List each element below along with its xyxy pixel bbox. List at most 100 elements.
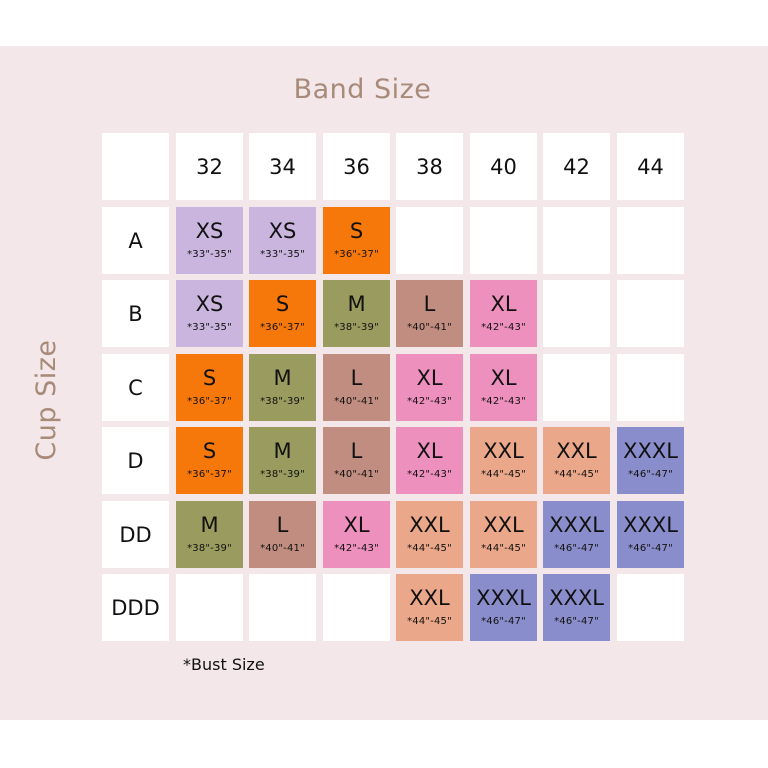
size-cell: XS *33"-35" (249, 207, 316, 274)
size-label: M (347, 292, 366, 316)
bust-range: *46"-47" (481, 616, 526, 627)
size-label: S (202, 439, 217, 463)
cup-size-header-a: A (102, 207, 169, 274)
bust-range: *46"-47" (554, 543, 599, 554)
size-cell: S *36"-37" (176, 354, 243, 421)
bust-range: *44"-45" (554, 469, 599, 480)
band-size-header-34: 34 (249, 133, 316, 200)
size-label: XS (195, 219, 224, 243)
bust-range: *36"-37" (334, 249, 379, 260)
size-label: XXL (483, 513, 524, 537)
size-cell: L *40"-41" (396, 280, 463, 347)
size-cell: L *40"-41" (249, 501, 316, 568)
empty-cell (543, 280, 610, 347)
size-cell: L *40"-41" (323, 354, 390, 421)
size-label: L (350, 439, 363, 463)
bust-range: *38"-39" (187, 543, 232, 554)
bust-range: *44"-45" (407, 616, 452, 627)
size-cell: S *36"-37" (176, 427, 243, 494)
size-cell: XXXL *46"-47" (543, 501, 610, 568)
bust-range: *42"-43" (334, 543, 379, 554)
size-cell: XS *33"-35" (176, 207, 243, 274)
size-cell: XXL *44"-45" (470, 501, 537, 568)
bust-range: *38"-39" (334, 322, 379, 333)
size-cell: XXXL *46"-47" (617, 501, 684, 568)
size-cell: XXXL *46"-47" (617, 427, 684, 494)
size-label: S (202, 366, 217, 390)
bust-range: *42"-43" (407, 396, 452, 407)
cup-size-title: Cup Size (31, 339, 62, 461)
size-cell: M *38"-39" (249, 427, 316, 494)
empty-cell (249, 574, 316, 641)
bust-range: *46"-47" (628, 469, 673, 480)
size-label: XL (416, 439, 443, 463)
cup-size-header-ddd: DDD (102, 574, 169, 641)
bust-range: *40"-41" (260, 543, 305, 554)
band-size-header-40: 40 (470, 133, 537, 200)
bust-range: *40"-41" (334, 469, 379, 480)
size-cell: XL *42"-43" (470, 354, 537, 421)
bust-range: *44"-45" (481, 543, 526, 554)
band-size-header-44: 44 (617, 133, 684, 200)
size-cell: XL *42"-43" (396, 354, 463, 421)
size-cell: XXXL *46"-47" (543, 574, 610, 641)
bust-range: *44"-45" (407, 543, 452, 554)
size-label: XXL (556, 439, 597, 463)
size-label: XS (195, 292, 224, 316)
bust-range: *33"-35" (260, 249, 305, 260)
size-label: L (276, 513, 289, 537)
size-cell: XXL *44"-45" (396, 574, 463, 641)
bust-range: *38"-39" (260, 469, 305, 480)
size-cell: XXL *44"-45" (470, 427, 537, 494)
size-cell: XS *33"-35" (176, 280, 243, 347)
size-cell: XXL *44"-45" (396, 501, 463, 568)
size-cell: L *40"-41" (323, 427, 390, 494)
cup-size-header-c: C (102, 354, 169, 421)
size-cell: XL *42"-43" (323, 501, 390, 568)
size-cell: M *38"-39" (323, 280, 390, 347)
bust-range: *42"-43" (481, 396, 526, 407)
size-label: XL (490, 366, 517, 390)
size-cell: M *38"-39" (176, 501, 243, 568)
bust-range: *36"-37" (187, 469, 232, 480)
band-size-header-36: 36 (323, 133, 390, 200)
size-cell: M *38"-39" (249, 354, 316, 421)
empty-cell (323, 574, 390, 641)
bust-range: *40"-41" (407, 322, 452, 333)
empty-cell (470, 207, 537, 274)
bust-range: *44"-45" (481, 469, 526, 480)
empty-cell (617, 574, 684, 641)
size-label: XL (490, 292, 517, 316)
size-label: S (275, 292, 290, 316)
empty-cell (617, 280, 684, 347)
size-label: XXXL (549, 586, 604, 610)
size-label: L (350, 366, 363, 390)
band-size-header-32: 32 (176, 133, 243, 200)
empty-cell (543, 207, 610, 274)
bust-range: *46"-47" (554, 616, 599, 627)
size-label: XL (416, 366, 443, 390)
empty-cell (617, 354, 684, 421)
corner-cell (102, 133, 169, 200)
size-label: S (349, 219, 364, 243)
bust-range: *46"-47" (628, 543, 673, 554)
size-cell: XXXL *46"-47" (470, 574, 537, 641)
size-label: XXL (409, 513, 450, 537)
size-label: XXL (483, 439, 524, 463)
empty-cell (396, 207, 463, 274)
bust-range: *38"-39" (260, 396, 305, 407)
cup-size-header-d: D (102, 427, 169, 494)
size-label: XL (343, 513, 370, 537)
size-label: XXL (409, 586, 450, 610)
size-label: XS (268, 219, 297, 243)
size-label: L (423, 292, 436, 316)
size-cell: S *36"-37" (249, 280, 316, 347)
size-label: M (273, 439, 292, 463)
size-label: XXXL (623, 439, 678, 463)
size-label: XXXL (549, 513, 604, 537)
bust-range: *33"-35" (187, 249, 232, 260)
size-cell: XL *42"-43" (470, 280, 537, 347)
band-size-header-38: 38 (396, 133, 463, 200)
empty-cell (617, 207, 684, 274)
bust-range: *36"-37" (187, 396, 232, 407)
